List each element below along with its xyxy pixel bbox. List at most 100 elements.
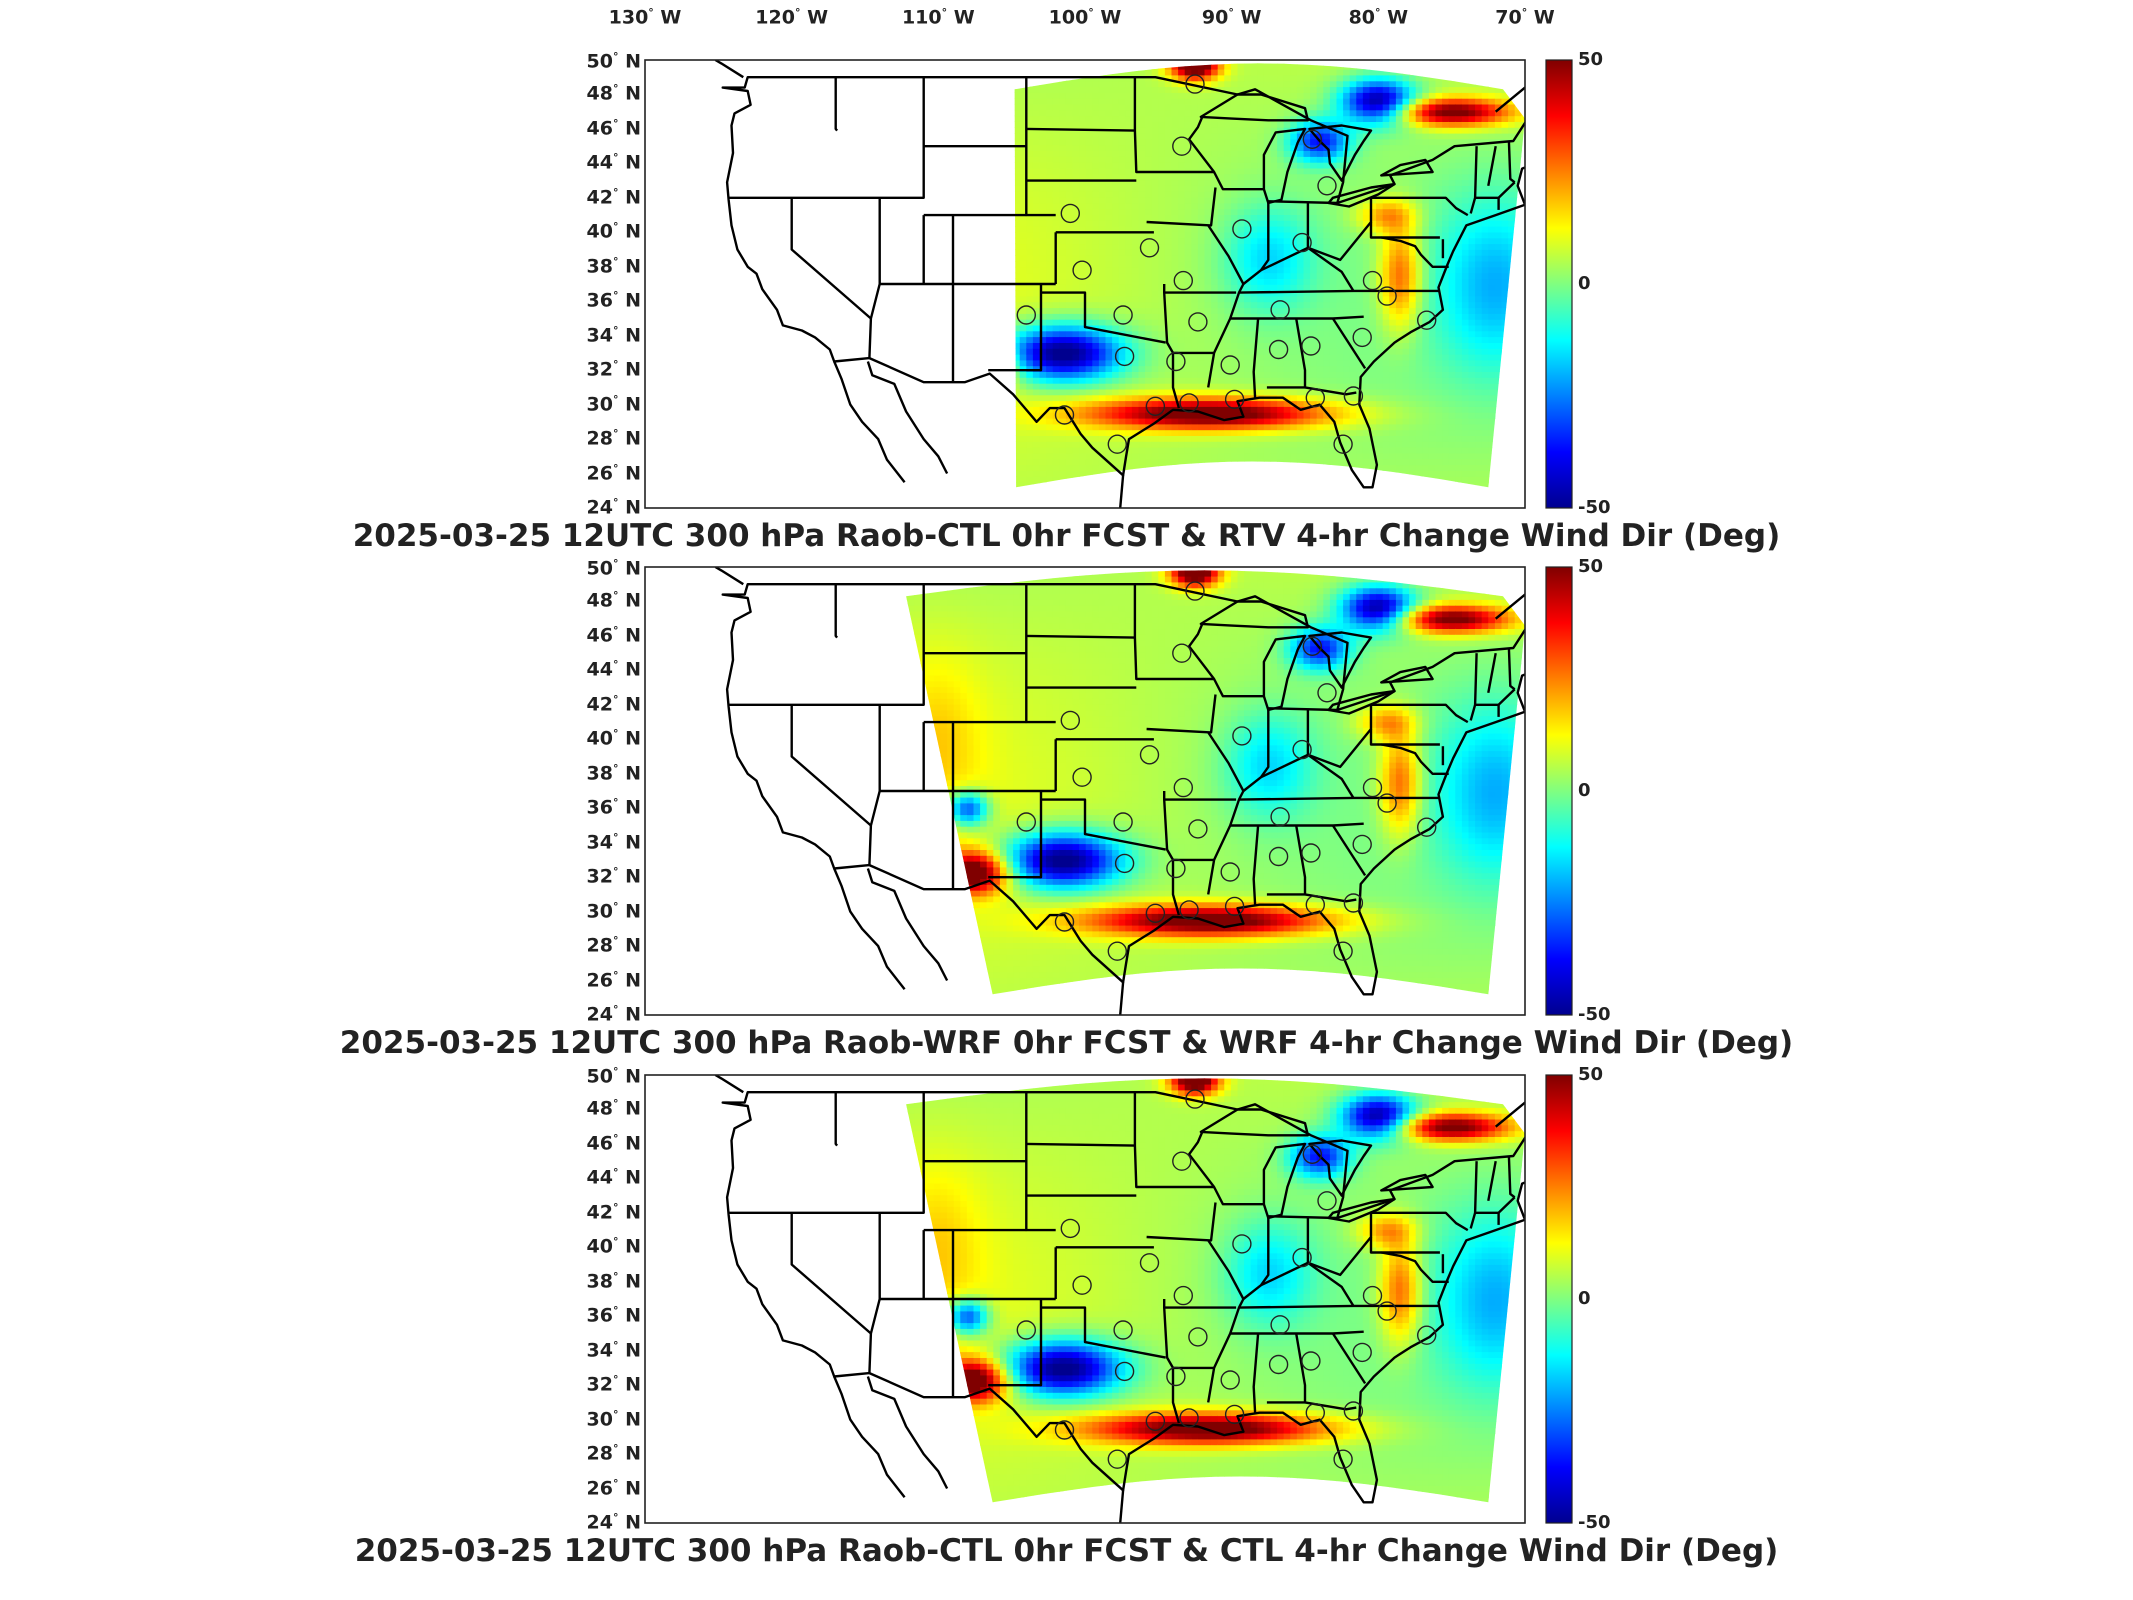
latitude-label: 26° N [561, 1477, 641, 1499]
panel-title: 2025-03-25 12UTC 300 hPa Raob-CTL 0hr FC… [0, 1533, 2133, 1569]
station-marker [1377, 1301, 1397, 1321]
latitude-label: 36° N [561, 289, 641, 311]
latitude-label: 24° N [561, 1511, 641, 1533]
station-marker [1185, 1089, 1205, 1109]
map-frame [644, 1074, 1526, 1524]
latitude-label: 38° N [561, 1270, 641, 1292]
latitude-label: 34° N [561, 831, 641, 853]
map-panel-1 [644, 59, 1573, 509]
map-frame [644, 59, 1526, 509]
station-marker [1072, 767, 1092, 787]
raob-stations [1016, 74, 1437, 454]
station-marker [1016, 1320, 1037, 1340]
latitude-label: 34° N [561, 1339, 641, 1361]
colorbar-label-min: -50 [1578, 1512, 1611, 1533]
map-layers [644, 59, 1573, 509]
station-marker [1114, 346, 1135, 367]
station-marker [1292, 232, 1312, 253]
station-marker [1016, 305, 1037, 325]
latitude-label: 46° N [561, 624, 641, 646]
state-boundaries [714, 567, 1525, 1015]
station-marker [1172, 136, 1192, 156]
station-marker [1072, 260, 1092, 280]
panel-title: 2025-03-25 12UTC 300 hPa Raob-WRF 0hr FC… [0, 1025, 2133, 1061]
station-marker [1114, 1361, 1135, 1382]
latitude-label: 32° N [561, 1373, 641, 1395]
latitude-label: 26° N [561, 969, 641, 991]
station-marker [1185, 74, 1205, 94]
station-marker [1268, 1354, 1289, 1375]
latitude-label: 24° N [561, 1003, 641, 1025]
raob-stations [1016, 1089, 1437, 1469]
colorbar-label-min: -50 [1578, 1004, 1611, 1025]
station-marker [1268, 846, 1289, 867]
station-marker [1362, 1285, 1383, 1306]
latitude-label: 40° N [561, 1235, 641, 1257]
wind-direction-field [906, 1078, 1525, 1503]
latitude-label: 38° N [561, 762, 641, 784]
map-panel-2 [644, 566, 1573, 1016]
station-marker [1179, 900, 1199, 920]
station-marker [1188, 819, 1208, 839]
station-marker [1016, 812, 1037, 832]
station-marker [1172, 643, 1192, 663]
latitude-label: 32° N [561, 865, 641, 887]
station-marker [1333, 1449, 1353, 1469]
station-marker [1232, 726, 1252, 746]
latitude-label: 50° N [561, 50, 641, 72]
colorbar-label-max: 50 [1578, 556, 1603, 577]
wind-direction-field [1014, 63, 1525, 488]
station-marker [1145, 903, 1166, 923]
station-marker [1352, 327, 1372, 348]
latitude-label: 42° N [561, 1201, 641, 1223]
longitude-label: 120° W [755, 6, 828, 28]
station-marker [1302, 636, 1323, 657]
latitude-label: 42° N [561, 693, 641, 715]
station-marker [1416, 310, 1437, 330]
station-marker [1145, 396, 1166, 416]
map-layers [644, 1074, 1573, 1524]
latitude-label: 46° N [561, 117, 641, 139]
station-marker [1060, 1218, 1081, 1239]
latitude-label: 28° N [561, 934, 641, 956]
station-marker [1060, 710, 1081, 731]
latitude-label: 30° N [561, 900, 641, 922]
station-marker [1113, 1320, 1133, 1340]
station-marker [1072, 1275, 1092, 1295]
colorbar-label-max: 50 [1578, 1064, 1603, 1085]
station-marker [1301, 1351, 1321, 1371]
raob-stations [1016, 581, 1437, 961]
station-marker [1224, 1404, 1245, 1425]
station-marker [1166, 858, 1186, 879]
station-marker [1224, 389, 1245, 410]
station-marker [1060, 203, 1081, 224]
latitude-label: 44° N [561, 658, 641, 680]
latitude-label: 50° N [561, 1065, 641, 1087]
station-marker [1292, 1247, 1312, 1268]
station-marker [1114, 853, 1135, 874]
station-marker [1270, 1315, 1290, 1335]
station-marker [1220, 1370, 1240, 1390]
panel-title: 2025-03-25 12UTC 300 hPa Raob-CTL 0hr FC… [0, 518, 2133, 554]
latitude-label: 28° N [561, 1442, 641, 1464]
station-marker [1179, 393, 1199, 413]
latitude-label: 48° N [561, 589, 641, 611]
station-marker [1377, 793, 1397, 813]
station-marker [1054, 405, 1075, 425]
station-marker [1139, 745, 1160, 765]
longitude-label: 80° W [1349, 6, 1409, 28]
station-marker [1173, 270, 1194, 291]
station-marker [1305, 1403, 1326, 1423]
station-marker [1352, 1342, 1372, 1363]
station-marker [1317, 176, 1337, 196]
station-marker [1317, 1191, 1337, 1211]
latitude-label: 48° N [561, 1097, 641, 1119]
station-marker [1054, 912, 1075, 932]
latitude-label: 48° N [561, 82, 641, 104]
map-content [714, 60, 1525, 508]
latitude-label: 46° N [561, 1132, 641, 1154]
station-marker [1107, 941, 1128, 961]
latitude-label: 36° N [561, 1304, 641, 1326]
station-marker [1188, 1327, 1208, 1347]
